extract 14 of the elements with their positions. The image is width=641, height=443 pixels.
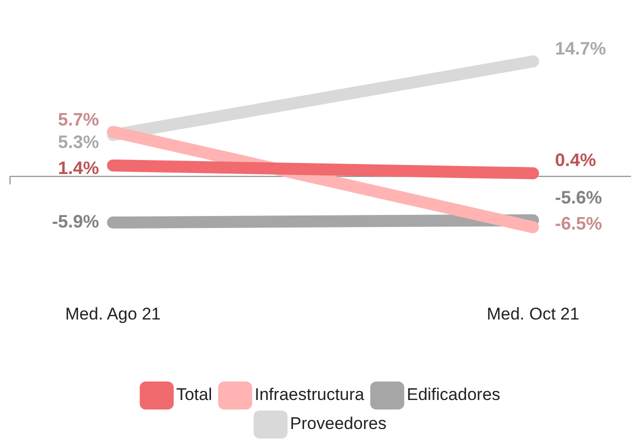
data-label: 1.4%	[58, 158, 99, 178]
data-label: -6.5%	[555, 214, 602, 234]
legend-label: Infraestructura	[254, 385, 365, 404]
data-label: -5.6%	[555, 188, 602, 208]
data-label: 14.7%	[555, 38, 606, 58]
x-tick-label: Med. Oct 21	[486, 304, 580, 324]
legend-label: Proveedores	[290, 414, 386, 434]
legend-label: Edificadores	[406, 385, 500, 404]
data-label: 5.3%	[58, 132, 99, 152]
legend-label: Total	[176, 385, 212, 404]
data-label: -5.9%	[52, 212, 99, 232]
data-label: 5.7%	[58, 109, 99, 130]
x-tick-label: Med. Ago 21	[65, 304, 161, 324]
data-label: 0.4%	[555, 150, 596, 170]
